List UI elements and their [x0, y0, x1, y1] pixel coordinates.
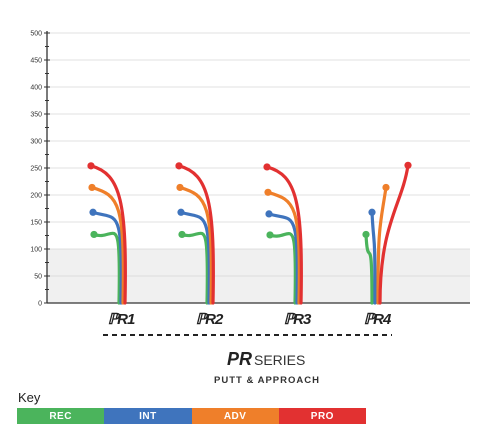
spin-curve-rec-r4: [364, 232, 374, 305]
model-label-r3: ℙR3: [284, 311, 312, 328]
spin-curve-adv-r1: [90, 185, 125, 305]
key-bar: REC INT ADV PRO: [17, 408, 366, 424]
data-point-pro-r2: [175, 162, 183, 170]
data-point-rec-r4: [362, 230, 370, 239]
gridlines: [47, 32, 470, 277]
spin-curve-pro-r3: [265, 165, 303, 305]
brand-logo: PR SERIES PUTT & APPROACH: [214, 349, 320, 385]
y-tick-label: 0: [38, 301, 42, 308]
y-tick-label: 400: [30, 85, 42, 92]
spin-curve-rec-r2: [180, 231, 209, 305]
spin-curve-adv-r2: [178, 185, 213, 305]
y-tick-label: 450: [30, 58, 42, 65]
spin-curve-int-r2: [179, 210, 211, 305]
spin-curve-pro-r4: [378, 163, 410, 305]
y-tick-label: 100: [30, 247, 42, 254]
data-point-pro-r1: [87, 162, 95, 170]
data-point-pro-r4: [404, 161, 412, 169]
data-point-int-r2: [177, 208, 185, 216]
data-point-rec-r1: [90, 230, 98, 239]
data-point-rec-r2: [178, 230, 186, 239]
y-tick-label: 300: [30, 139, 42, 146]
spin-curve-rec-r1: [92, 231, 121, 305]
data-point-adv-r3: [264, 188, 272, 196]
key-item-adv: ADV: [191, 408, 279, 424]
spin-curve-rec-r3: [268, 232, 297, 305]
spin-curves: [87, 161, 412, 305]
data-point-adv-r1: [88, 183, 96, 192]
model-label-r1: ℙR1: [108, 311, 135, 328]
model-labels: ℙR1 ℙR2 ℙR3 ℙR4: [108, 311, 393, 328]
brand-mark: PR: [227, 349, 252, 369]
spin-curve-int-r4: [370, 210, 377, 305]
data-point-adv-r4: [382, 183, 390, 192]
data-point-int-r1: [89, 208, 97, 216]
spin-curve-pro-r2: [177, 164, 215, 305]
y-tick-label: 500: [30, 31, 42, 38]
spin-chart: 0 50 100 150 200 250 300 350 400 450 500 ℙR1 ℙR2 ℙR3…: [30, 31, 470, 385]
y-tick-label: 350: [30, 112, 42, 119]
y-tick-label: 250: [30, 166, 42, 173]
key-item-int: INT: [104, 408, 192, 424]
key-title: Key: [18, 390, 41, 405]
spin-curve-pro-r1: [89, 164, 127, 305]
key-item-pro: PRO: [278, 408, 366, 424]
spin-curve-int-r1: [91, 210, 123, 305]
spin-curve-int-r3: [267, 212, 299, 305]
data-point-pro-r3: [263, 163, 271, 171]
model-label-r4: ℙR4: [364, 311, 392, 328]
data-point-adv-r2: [176, 183, 184, 192]
brand-series-word: SERIES: [254, 352, 305, 368]
brand-subtitle: PUTT & APPROACH: [214, 375, 320, 385]
data-point-int-r4: [368, 208, 376, 216]
spin-curve-adv-r4: [376, 185, 388, 305]
y-tick-label: 50: [34, 274, 42, 281]
y-tick-label: 200: [30, 193, 42, 200]
y-tick-label: 150: [30, 220, 42, 227]
data-point-rec-r3: [266, 231, 274, 239]
model-label-r2: ℙR2: [196, 311, 224, 328]
key-item-rec: REC: [17, 408, 105, 424]
data-point-int-r3: [265, 210, 273, 218]
spin-curve-adv-r3: [266, 190, 301, 305]
